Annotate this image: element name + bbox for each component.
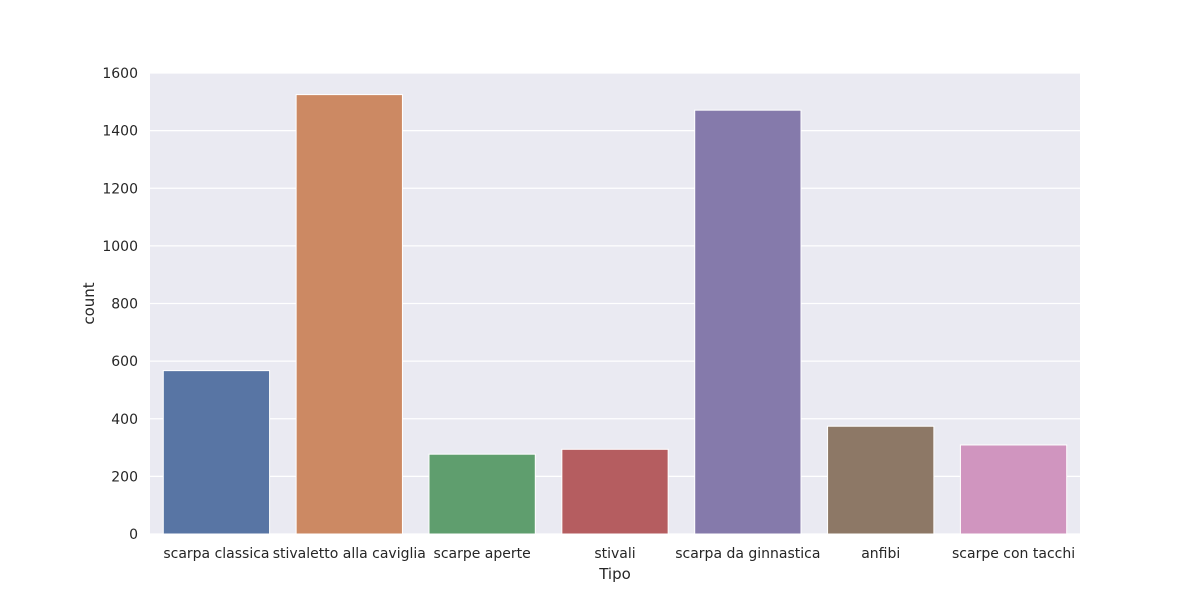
y-tick-label: 1000 [102,239,138,255]
y-tick-labels: 0 200 400 600 800 1000 1200 1400 1600 [102,66,138,543]
x-tick-labels: scarpa classica stivaletto alla caviglia s… [163,546,1075,562]
bars [162,94,1068,535]
x-tick-label: scarpa classica [163,546,269,562]
bar [561,448,669,535]
y-tick-label: 1600 [102,66,138,82]
y-tick-label: 800 [111,297,138,313]
y-tick-label: 400 [111,412,138,428]
x-tick-label: stivaletto alla caviglia [273,546,426,562]
x-tick-label: scarpe con tacchi [952,546,1075,562]
y-tick-label: 200 [111,469,138,485]
x-tick-label: scarpa da ginnastica [675,546,820,562]
y-tick-label: 1400 [102,124,138,140]
x-tick-label: stivali [594,546,635,562]
bar [295,94,403,535]
bar [162,370,271,535]
bar [694,109,802,535]
x-tick-label: scarpe aperte [434,546,531,562]
y-tick-label: 1200 [102,181,138,197]
y-axis-label: count [80,282,98,324]
y-tick-label: 0 [129,527,138,543]
bar [827,425,935,535]
y-tick-label: 600 [111,354,138,370]
x-tick-label: anfibi [861,546,900,562]
bar [428,453,536,535]
bar [959,444,1068,535]
x-axis-label: Tipo [598,565,631,583]
